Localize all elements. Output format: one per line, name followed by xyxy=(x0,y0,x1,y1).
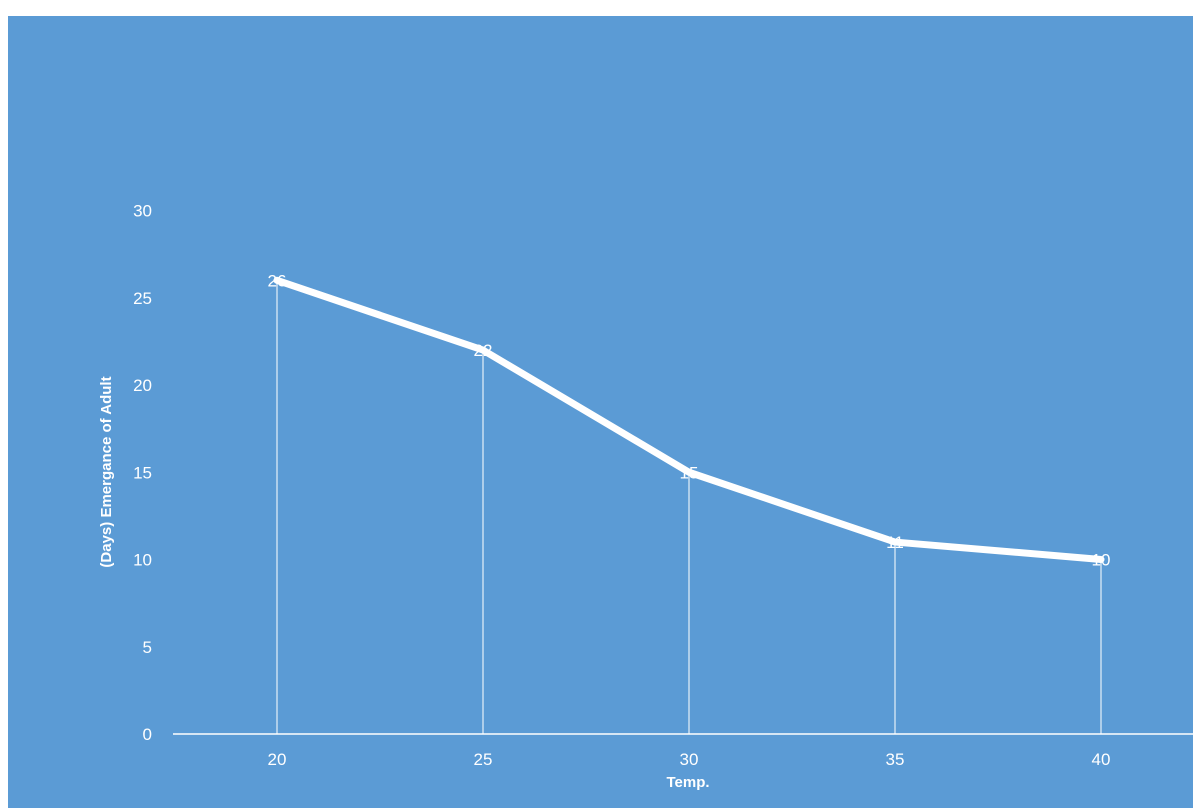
data-label: 22 xyxy=(474,341,493,360)
x-tick-label: 40 xyxy=(1092,750,1111,769)
y-tick-label: 15 xyxy=(133,463,152,482)
y-tick-label: 0 xyxy=(143,725,152,744)
x-tick-label: 25 xyxy=(474,750,493,769)
y-tick-label: 5 xyxy=(143,638,152,657)
x-axis-ticks: 20 25 30 35 40 xyxy=(268,750,1111,769)
x-axis-title: Temp. xyxy=(666,774,709,791)
data-labels: 26 22 15 11 10 xyxy=(268,271,1111,569)
y-tick-label: 20 xyxy=(133,376,152,395)
data-label: 10 xyxy=(1092,551,1111,570)
x-tick-label: 30 xyxy=(680,750,699,769)
x-tick-label: 35 xyxy=(886,750,905,769)
line-chart: 0 5 10 15 20 25 30 26 22 15 11 10 20 25 30 35 40 (Days… xyxy=(98,202,1193,791)
y-axis-ticks: 0 5 10 15 20 25 30 xyxy=(133,202,152,745)
drop-lines xyxy=(276,280,1102,734)
y-tick-label: 25 xyxy=(133,289,152,308)
chart-area: 0 5 10 15 20 25 30 26 22 15 11 10 20 25 30 35 40 (Days… xyxy=(8,16,1193,808)
series-line xyxy=(273,276,1105,563)
data-label: 11 xyxy=(886,533,904,552)
y-axis-title: (Days) Emergance of Adult xyxy=(98,376,115,567)
x-tick-label: 20 xyxy=(268,750,287,769)
y-tick-label: 30 xyxy=(133,202,152,221)
data-label: 26 xyxy=(268,271,287,290)
data-label: 15 xyxy=(680,463,699,482)
y-tick-label: 10 xyxy=(133,551,152,570)
